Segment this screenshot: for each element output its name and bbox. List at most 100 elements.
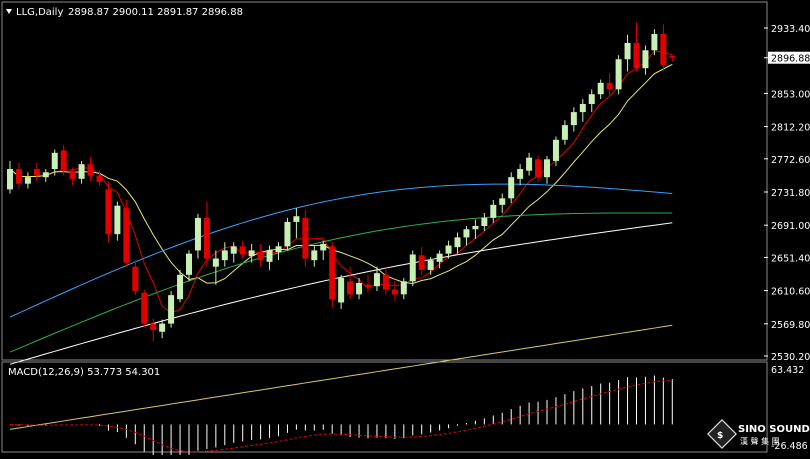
candle-body — [7, 169, 13, 190]
candle-body — [51, 152, 58, 170]
symbol-label: LLG,Daily — [16, 7, 63, 18]
candle-body — [615, 59, 622, 90]
candle-body — [624, 42, 631, 60]
candle-body — [230, 246, 237, 254]
candle-body — [391, 289, 398, 295]
candle-body — [275, 246, 282, 253]
candle-body — [660, 34, 667, 65]
moving-averages — [9, 50, 673, 430]
candle-body — [87, 164, 94, 176]
candle-body — [293, 216, 300, 222]
candle-body — [588, 94, 595, 104]
candle-body — [472, 226, 479, 230]
candle-body — [159, 323, 166, 332]
chart-title: LLG,Daily 2898.87 2900.11 2891.87 2896.8… — [6, 7, 243, 18]
ma120-line — [9, 212, 673, 353]
candle-body — [382, 274, 389, 290]
candle-body — [96, 175, 103, 183]
candle-body — [168, 295, 175, 324]
candles[interactable] — [7, 22, 676, 342]
candle-body — [212, 258, 219, 267]
candle-body — [194, 217, 201, 251]
current-price-box — [768, 51, 810, 64]
price-axis: 2933.40 2896.88 2853.00 2812.20 2772.60 2731.… — [764, 24, 810, 363]
candle-body — [248, 250, 255, 257]
candle-body — [24, 177, 31, 184]
candle-body — [60, 150, 67, 171]
candle-body — [78, 164, 85, 179]
candle-body — [499, 198, 506, 205]
candle-body — [597, 82, 604, 95]
candle-body — [454, 237, 461, 248]
price-tick-label: 2731.80 — [771, 188, 810, 199]
brand-watermark: $ SINO SOUND 漢 聲 集 團 — [707, 419, 810, 449]
candle-body — [320, 243, 327, 251]
candle-body — [69, 170, 76, 179]
macd-panel-frame — [1, 361, 768, 453]
candle-body — [552, 139, 559, 161]
candle-body — [544, 159, 550, 178]
current-price-label: 2896.88 — [771, 54, 810, 65]
price-tick-label: 2691.00 — [771, 221, 810, 232]
candle-body — [463, 229, 470, 238]
price-tick-label: 2772.60 — [771, 155, 810, 166]
price-tick-label: 2610.60 — [771, 287, 810, 298]
candle-body — [508, 177, 515, 199]
candle-body — [302, 217, 309, 259]
candle-body — [266, 250, 273, 262]
candle-body — [203, 217, 210, 259]
candle-body — [33, 169, 40, 176]
price-tick-label: 2933.40 — [771, 24, 810, 35]
candle-body — [356, 282, 363, 295]
brand-name: SINO SOUND — [738, 424, 810, 435]
brand-subtitle: 漢 聲 集 團 — [740, 436, 780, 446]
price-tick-label: 2569.80 — [771, 320, 810, 331]
candle-body — [257, 252, 264, 261]
candle-body — [284, 221, 291, 247]
price-tick-label: 2853.00 — [771, 89, 810, 100]
price-tick-label: 2651.40 — [771, 253, 810, 264]
main-panel-frame — [1, 1, 768, 361]
candle-body — [651, 34, 658, 51]
candle-body — [347, 281, 354, 295]
candle-body — [373, 273, 380, 287]
candle-body — [606, 82, 613, 90]
candle-body — [445, 245, 452, 254]
candle-body — [141, 292, 148, 324]
chevron-down-icon[interactable] — [6, 9, 12, 14]
macd-axis-bottom: -26.486 — [771, 441, 808, 452]
candle-body — [177, 274, 184, 300]
candle-body — [570, 112, 577, 126]
candle-body — [365, 284, 371, 288]
candle-body — [642, 50, 649, 69]
price-tick-label: 2812.20 — [771, 123, 810, 134]
candle-body — [150, 323, 157, 331]
macd-axis-top: 63.432 — [771, 365, 804, 376]
candle-body — [517, 169, 524, 179]
candle-body — [579, 103, 586, 113]
candle-body — [15, 169, 22, 184]
price-tick-label: 2530.20 — [771, 352, 810, 363]
macd-signal-line — [9, 380, 673, 453]
candle-body — [535, 159, 542, 178]
macd-indicator — [9, 375, 673, 459]
candle-body — [338, 278, 345, 303]
candle-body — [526, 157, 533, 171]
ma10-line — [9, 63, 673, 284]
candle-body — [105, 189, 112, 235]
candle-body — [400, 281, 407, 295]
candle-body — [436, 253, 443, 262]
candle-body — [132, 266, 139, 292]
candle-body — [42, 172, 49, 178]
candle-body — [123, 208, 130, 263]
candle-body — [418, 255, 425, 270]
macd-label: MACD(12,26,9) 53.773 54.301 — [8, 367, 160, 378]
candle-body — [490, 204, 497, 218]
candle-body — [633, 42, 640, 69]
candle-body — [186, 253, 192, 275]
candle-body — [481, 217, 488, 227]
candle-body — [311, 250, 318, 261]
candle-body — [329, 246, 336, 300]
